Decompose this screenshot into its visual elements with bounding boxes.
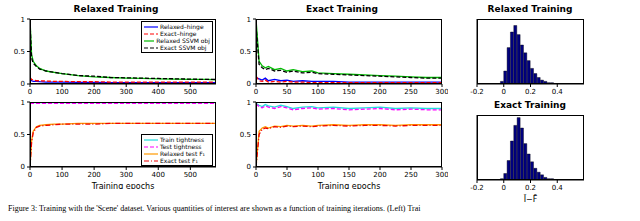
svg-text:0.4: 0.4 — [552, 184, 564, 192]
svg-text:0: 0 — [254, 171, 258, 179]
html-text:Relaxed Training: Relaxed Training — [73, 4, 159, 14]
svg-text:1: 1 — [21, 16, 25, 24]
svg-text:0: 0 — [502, 184, 506, 192]
svg-text:400: 400 — [152, 88, 165, 96]
svg-text:250: 250 — [404, 88, 417, 96]
html-text:Train tightness: Train tightness — [160, 136, 204, 143]
html-text:Exact SSVM obj: Exact SSVM obj — [160, 44, 207, 51]
html-text:Relaxed test F₁: Relaxed test F₁ — [160, 150, 205, 157]
html-text:Figure 3: Training with the 'S: Figure 3: Training with the 'Scene' data… — [8, 204, 421, 213]
html-text:Exact Training: Exact Training — [306, 4, 378, 14]
svg-text:0.5: 0.5 — [240, 131, 251, 139]
svg-text:150: 150 — [342, 171, 355, 179]
svg-text:500: 500 — [184, 171, 197, 179]
svg-text:300: 300 — [120, 171, 133, 179]
svg-text:0.5: 0.5 — [14, 48, 25, 56]
svg-text:50: 50 — [283, 88, 292, 96]
svg-text:1: 1 — [247, 16, 251, 24]
svg-text:0: 0 — [21, 80, 25, 88]
svg-text:250: 250 — [404, 171, 417, 179]
svg-text:200: 200 — [373, 88, 386, 96]
svg-text:1: 1 — [21, 99, 25, 107]
html-text:Exact test F₁: Exact test F₁ — [160, 157, 198, 164]
svg-text:500: 500 — [184, 88, 197, 96]
svg-text:0: 0 — [21, 163, 25, 171]
svg-text:Ĩ−F̃: Ĩ−F̃ — [523, 194, 538, 202]
html-text:Exact–hinge: Exact–hinge — [160, 30, 197, 37]
html-text:Relaxed SSVM obj: Relaxed SSVM obj — [156, 37, 210, 44]
svg-text:0: 0 — [254, 88, 258, 96]
svg-text:0.5: 0.5 — [240, 48, 251, 56]
svg-text:100: 100 — [55, 171, 68, 179]
svg-text:0.2: 0.2 — [525, 88, 536, 96]
svg-text:300: 300 — [120, 88, 133, 96]
svg-text:0: 0 — [28, 88, 32, 96]
svg-text:-0.2: -0.2 — [470, 184, 484, 192]
html-text:Test tightness: Test tightness — [160, 143, 202, 150]
svg-text:0.5: 0.5 — [14, 131, 25, 139]
svg-text:-0.2: -0.2 — [470, 88, 484, 96]
svg-text:100: 100 — [55, 88, 68, 96]
svg-text:200: 200 — [373, 171, 386, 179]
svg-text:150: 150 — [342, 88, 355, 96]
svg-text:400: 400 — [152, 171, 165, 179]
svg-text:Training epochs: Training epochs — [317, 182, 381, 189]
svg-text:200: 200 — [87, 88, 100, 96]
html-text:Relaxed–hinge: Relaxed–hinge — [160, 23, 204, 30]
svg-text:0: 0 — [247, 80, 251, 88]
svg-text:0: 0 — [28, 171, 32, 179]
svg-text:1: 1 — [247, 99, 251, 107]
svg-text:0: 0 — [247, 163, 251, 171]
svg-text:300: 300 — [435, 88, 448, 96]
svg-text:Training epochs: Training epochs — [91, 182, 155, 189]
html-text:Relaxed Training: Relaxed Training — [487, 4, 573, 14]
svg-text:0.4: 0.4 — [552, 88, 564, 96]
svg-text:100: 100 — [311, 171, 324, 179]
html-text:Exact Training: Exact Training — [494, 100, 566, 110]
svg-text:200: 200 — [87, 171, 100, 179]
svg-text:0: 0 — [502, 88, 506, 96]
svg-text:50: 50 — [283, 171, 292, 179]
svg-text:100: 100 — [311, 88, 324, 96]
svg-text:0.2: 0.2 — [525, 184, 536, 192]
svg-text:300: 300 — [435, 171, 448, 179]
